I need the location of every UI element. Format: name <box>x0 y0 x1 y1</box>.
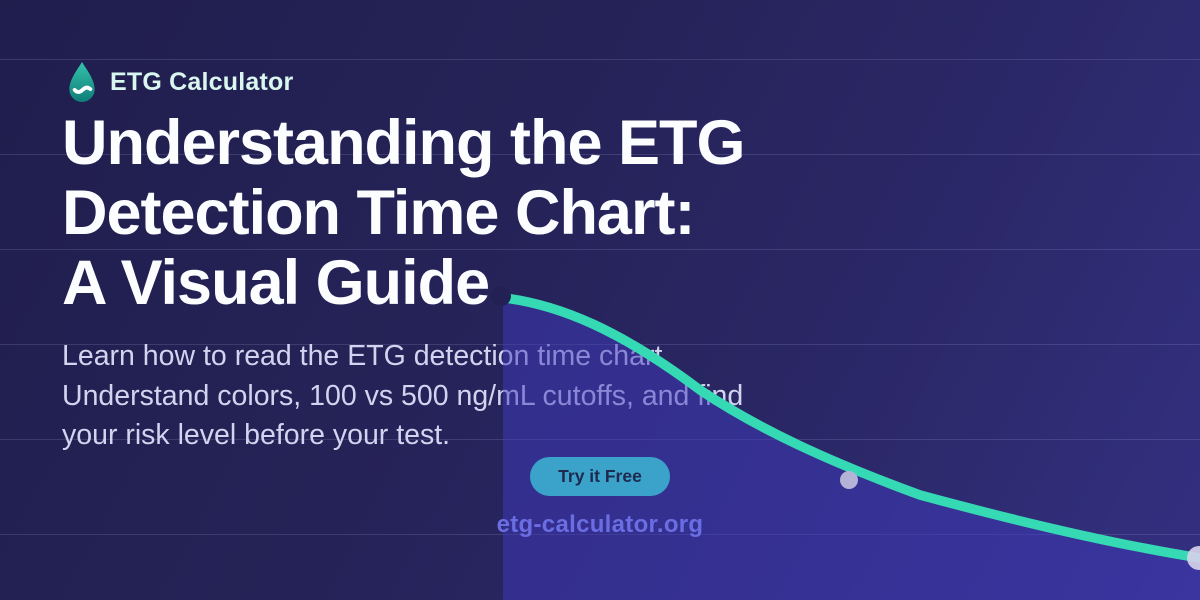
title-line-1: Understanding the ETG <box>62 108 746 178</box>
floating-dot <box>840 471 858 489</box>
brand-logo-row: ETG Calculator <box>66 61 293 103</box>
subtitle-line-3: your risk level before your test. <box>62 419 451 451</box>
website-link[interactable]: etg-calculator.org <box>496 511 704 538</box>
droplet-wave-icon <box>66 61 98 103</box>
title-line-2: Detection Time Chart: <box>62 178 695 248</box>
try-it-free-button[interactable]: Try it Free <box>530 457 670 496</box>
hero-subtitle: Learn how to read the ETG detection time… <box>62 337 743 456</box>
brand-name: ETG Calculator <box>110 67 294 96</box>
page-title: Understanding the ETG Detection Time Cha… <box>62 108 746 318</box>
subtitle-line-1: Learn how to read the ETG detection time… <box>62 340 671 372</box>
subtitle-line-2: Understand colors, 100 vs 500 ng/mL cuto… <box>62 379 744 412</box>
curve-endpoint-dot <box>1187 546 1200 570</box>
title-line-3: A Visual Guide <box>62 248 490 318</box>
